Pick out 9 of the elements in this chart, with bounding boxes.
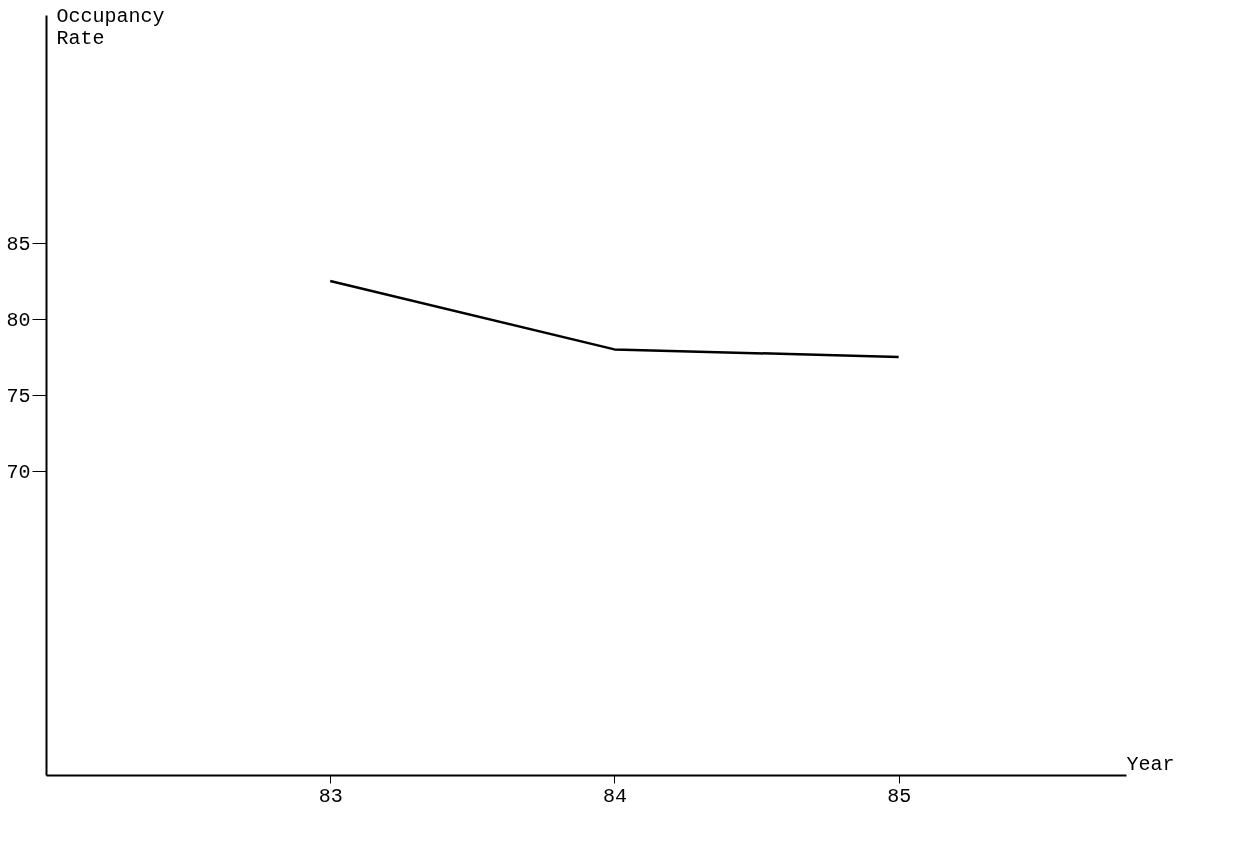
y-axis-title: Occupancy Rate	[56, 4, 165, 50]
y-tick-label: 80	[6, 308, 31, 332]
x-tick-label: 84	[602, 784, 627, 808]
x-axis-title: Year	[1126, 752, 1175, 776]
x-tick-label: 83	[318, 784, 343, 808]
x-tick-label: 85	[887, 784, 912, 808]
y-tick-label: 75	[6, 384, 31, 408]
y-tick-label: 85	[6, 232, 31, 256]
y-tick-label: 70	[6, 460, 31, 484]
